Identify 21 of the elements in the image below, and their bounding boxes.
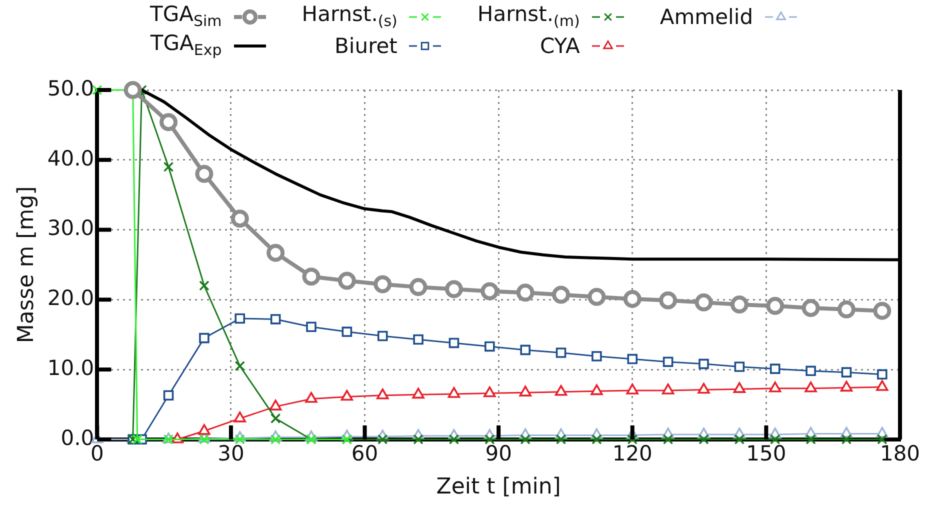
x-tick-label: 90 xyxy=(485,441,512,466)
y-tick-label: 30.0 xyxy=(47,216,94,240)
y-tick-label: 10.0 xyxy=(47,356,94,380)
legend-label: Harnst.$_{(s)}$ xyxy=(302,2,398,31)
x-tick-label: 120 xyxy=(612,441,652,466)
legend-label: TGA$_{Exp}$ xyxy=(150,31,222,60)
y-tick-label: 40.0 xyxy=(47,146,94,170)
x-tick-label: 0 xyxy=(90,441,104,466)
x-tick-label: 180 xyxy=(880,441,920,466)
x-tick-label: 60 xyxy=(351,441,378,466)
legend-label: Biuret xyxy=(334,34,398,58)
legend-label: Harnst.$_{(m)}$ xyxy=(477,2,580,31)
legend-label: TGA$_{Sim}$ xyxy=(150,2,222,31)
y-tick-label: 20.0 xyxy=(47,286,94,310)
x-tick-label: 150 xyxy=(746,441,786,466)
y-tick-label: 50.0 xyxy=(47,76,94,100)
legend-label: CYA xyxy=(540,34,580,58)
x-axis-title: Zeit t [min] xyxy=(436,474,561,500)
legend-label: Ammelid xyxy=(660,4,754,28)
x-tick-label: 30 xyxy=(218,441,244,466)
y-axis-title: Masse m [mg] xyxy=(14,186,39,344)
